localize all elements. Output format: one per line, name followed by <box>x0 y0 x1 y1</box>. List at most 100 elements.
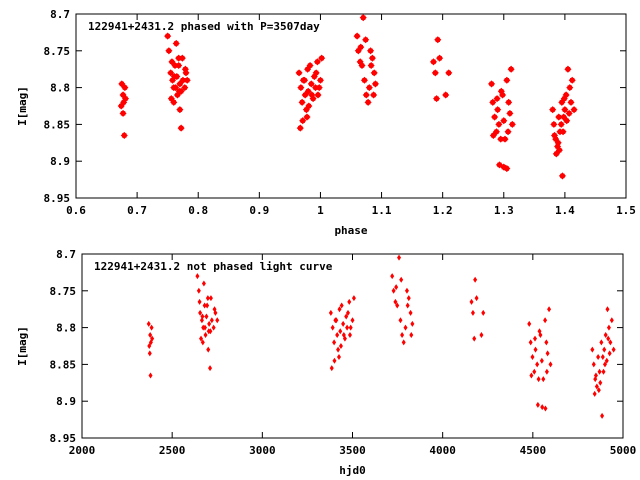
data-point-core <box>570 78 575 83</box>
data-point <box>401 339 406 346</box>
data-point <box>400 331 405 338</box>
data-point <box>594 383 599 390</box>
y-tick-label: 8.95 <box>50 432 77 445</box>
data-point-core <box>305 67 310 72</box>
data-point <box>470 309 475 316</box>
data-point-core <box>313 70 319 76</box>
data-point <box>535 401 540 408</box>
data-point-core <box>561 114 566 120</box>
data-point <box>195 273 200 280</box>
data-point <box>600 412 605 419</box>
data-point-core <box>318 78 323 83</box>
data-point <box>472 335 477 342</box>
phased-chart-panel: 0.6 0.7 0.8 0.9 1 1.1 1.2 1.3 1.4 1.5 8.7 8.75 8.8 8.… <box>16 8 636 237</box>
data-point <box>398 317 403 324</box>
data-point-core <box>437 55 442 61</box>
x-tick-label: 3500 <box>339 444 366 457</box>
data-point <box>393 298 398 305</box>
data-point-core <box>554 151 559 157</box>
data-point <box>203 331 208 338</box>
data-point <box>332 339 337 346</box>
data-point-core <box>446 70 451 76</box>
data-point <box>408 309 413 316</box>
data-point-core <box>505 129 511 134</box>
data-point <box>212 306 217 313</box>
y-tick-label: 8.85 <box>50 358 77 371</box>
x-tick-label: 0.9 <box>249 204 269 217</box>
data-point-core <box>304 114 310 120</box>
data-point <box>341 331 346 338</box>
data-point-core <box>180 78 186 83</box>
data-point-core <box>120 111 126 116</box>
data-point-core <box>180 55 185 61</box>
data-point-core <box>499 89 504 94</box>
data-point-core <box>176 55 181 61</box>
data-point <box>605 306 610 313</box>
data-point <box>469 298 474 305</box>
data-point-core <box>559 100 565 105</box>
data-point-core <box>496 122 502 127</box>
data-point-core <box>443 92 448 98</box>
data-point <box>339 302 344 309</box>
data-point <box>351 295 356 302</box>
data-point-core <box>566 111 572 116</box>
data-point <box>528 339 533 346</box>
data-point-core <box>178 125 184 131</box>
data-point-core <box>185 78 190 83</box>
x-tick-label: 1.4 <box>555 204 575 217</box>
data-point <box>403 324 408 331</box>
data-point <box>344 313 349 320</box>
data-point-core <box>120 92 126 98</box>
plot-frame <box>81 253 624 439</box>
data-point <box>329 365 334 372</box>
data-point <box>541 376 546 383</box>
data-point <box>537 328 542 335</box>
data-point-core <box>315 59 320 65</box>
data-point-core <box>183 67 188 72</box>
data-point <box>197 298 202 305</box>
data-point <box>395 302 400 309</box>
data-point <box>198 309 203 316</box>
data-point <box>544 368 549 375</box>
data-point-core <box>304 107 309 112</box>
data-point <box>148 372 153 379</box>
data-point <box>205 295 210 302</box>
data-point <box>530 354 535 361</box>
data-point-core <box>491 133 496 138</box>
data-point-core <box>119 103 124 109</box>
data-point <box>147 350 152 357</box>
data-point <box>529 372 534 379</box>
y-tick-label: 8.8 <box>50 82 70 95</box>
data-point <box>606 335 611 342</box>
data-point-core <box>495 107 500 112</box>
data-point-core <box>489 81 494 87</box>
data-point <box>544 339 549 346</box>
data-point-core <box>563 92 569 98</box>
data-point-core <box>176 63 181 68</box>
data-point-core <box>123 96 128 101</box>
data-point <box>590 346 595 353</box>
data-point <box>199 335 204 342</box>
x-axis-label: hjd0 <box>339 464 366 477</box>
y-tick-label: 8.8 <box>56 322 76 335</box>
data-point-core <box>170 78 175 83</box>
data-point-core <box>500 92 505 98</box>
data-point-core <box>169 96 174 101</box>
data-point-core <box>361 15 366 20</box>
data-point <box>347 331 352 338</box>
data-point <box>200 313 205 320</box>
data-point-core <box>568 100 574 105</box>
data-point-core <box>298 85 304 90</box>
data-point <box>206 328 211 335</box>
data-point-core <box>177 81 183 87</box>
data-point <box>604 357 609 364</box>
data-point <box>607 350 612 357</box>
x-tick-label: 0.6 <box>66 204 86 217</box>
data-point-core <box>182 85 187 90</box>
data-point <box>593 372 598 379</box>
data-point-core <box>560 129 566 134</box>
data-point-core <box>556 114 561 120</box>
data-point-core <box>435 37 440 42</box>
data-point <box>527 320 532 327</box>
data-point <box>547 306 552 313</box>
